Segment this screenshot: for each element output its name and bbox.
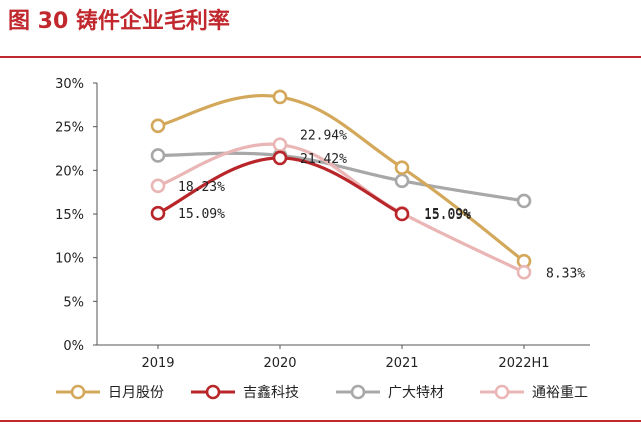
- data-point-3: [516, 264, 532, 280]
- figure-title: 图 30 铸件企业毛利率: [8, 9, 230, 34]
- data-label: 15.09%: [424, 208, 471, 223]
- data-point-2: [516, 193, 532, 209]
- x-tick-label: 2019: [141, 356, 174, 371]
- data-label: 15.09%: [178, 207, 225, 222]
- x-tick-label: 2022H1: [498, 356, 549, 371]
- legend-label: 通裕重工: [532, 385, 588, 401]
- data-label: 22.94%: [300, 129, 347, 144]
- legend-label: 吉鑫科技: [243, 384, 299, 401]
- legend-marker: [205, 384, 221, 400]
- data-point-3: [150, 178, 166, 194]
- legend-marker: [350, 384, 366, 400]
- y-tick-label: 20%: [55, 164, 84, 179]
- legend-label: 日月股份: [108, 385, 164, 401]
- data-point-3: [272, 137, 288, 152]
- series-line-0: [156, 94, 526, 263]
- data-point-0: [272, 89, 288, 105]
- y-tick-label: 5%: [63, 295, 84, 310]
- series-line-2: [156, 151, 526, 203]
- data-point-1: [150, 205, 166, 221]
- y-tick-label: 10%: [55, 252, 84, 267]
- y-tick-label: 30%: [55, 77, 84, 92]
- data-label: 15.09%: [424, 207, 471, 222]
- series-line-3: [156, 142, 526, 274]
- y-tick-label: 15%: [55, 208, 84, 223]
- data-point-1: [272, 150, 288, 166]
- data-point-1: [394, 206, 410, 222]
- top-rule: [0, 56, 641, 58]
- data-label: 21.42%: [300, 152, 347, 167]
- data-point-0: [150, 118, 166, 134]
- x-tick-label: 2021: [385, 356, 418, 371]
- legend-marker: [494, 384, 510, 400]
- y-tick-label: 0%: [63, 339, 84, 354]
- data-label: 8.33%: [546, 266, 585, 281]
- legend-marker: [70, 384, 86, 400]
- data-point-0: [394, 160, 410, 176]
- data-label: 18.23%: [178, 180, 225, 195]
- data-point-2: [394, 173, 410, 189]
- legend-label: 广大特材: [388, 385, 444, 401]
- x-tick-label: 2020: [263, 356, 296, 371]
- bottom-rule: [0, 420, 641, 422]
- data-point-2: [150, 148, 166, 163]
- y-tick-label: 25%: [55, 121, 84, 136]
